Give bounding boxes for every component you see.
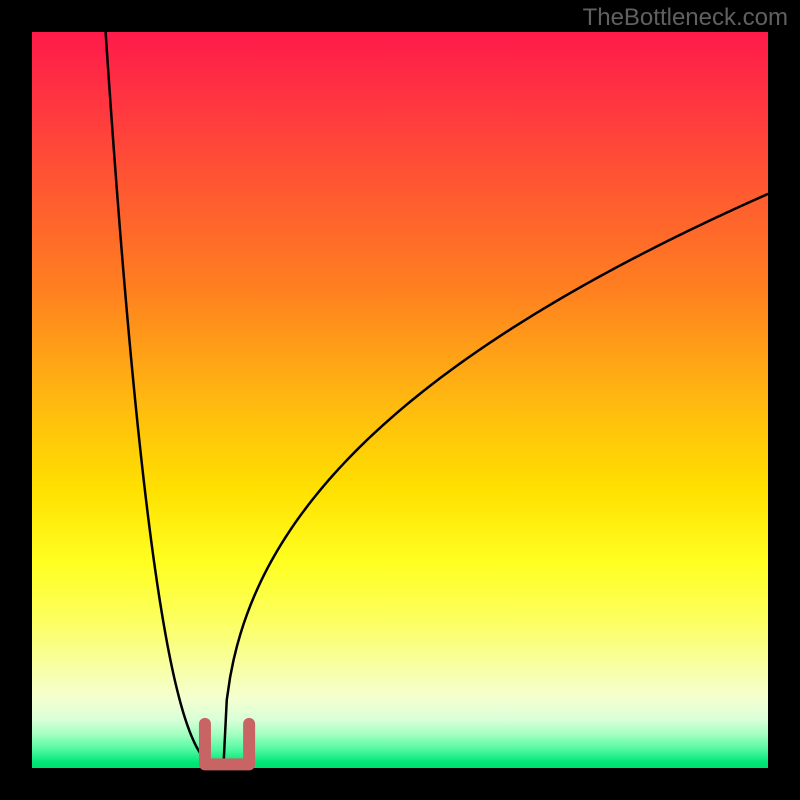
- chart-plot-bg: [32, 32, 768, 768]
- bottleneck-chart: TheBottleneck.com: [0, 0, 800, 800]
- chart-svg: [0, 0, 800, 800]
- watermark-text: TheBottleneck.com: [583, 4, 788, 32]
